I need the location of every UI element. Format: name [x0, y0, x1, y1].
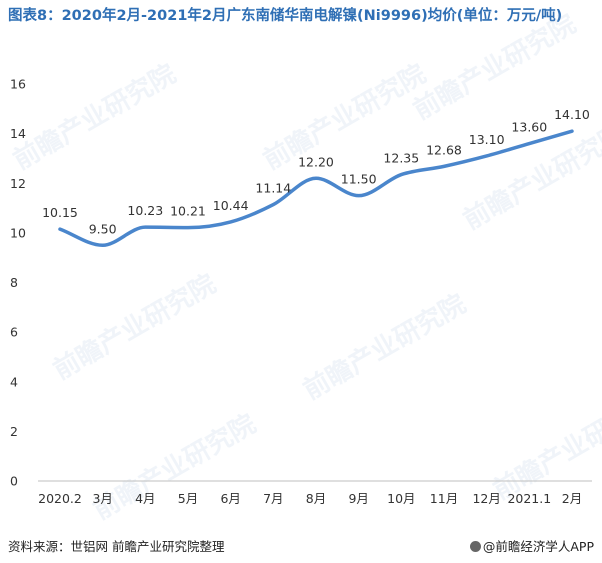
data-label: 13.10 [469, 132, 505, 147]
y-axis: 0 2 4 6 8 10 12 14 16 [10, 77, 26, 489]
watermark: 前瞻产业研究院 [488, 388, 602, 506]
data-label: 14.10 [554, 107, 590, 122]
x-tick-label: 9月 [348, 491, 368, 506]
footer: 资料来源：世铝网 前瞻产业研究院整理 @前瞻经济学人APP [0, 528, 602, 556]
data-label: 11.50 [341, 172, 377, 187]
data-label: 13.60 [511, 120, 547, 135]
y-tick-label: 6 [10, 325, 18, 340]
y-tick-label: 2 [10, 424, 18, 439]
y-tick-label: 8 [10, 275, 18, 290]
x-tick-label: 2021.1 [507, 491, 551, 506]
brand-text: @前瞻经济学人APP [469, 536, 594, 555]
data-label: 12.35 [383, 151, 419, 166]
x-tick-label: 8月 [306, 491, 326, 506]
y-tick-label: 4 [10, 374, 18, 389]
data-label: 12.68 [426, 142, 462, 157]
x-tick-label: 2020.2 [38, 491, 82, 506]
data-label: 10.23 [127, 203, 163, 218]
data-labels: 10.15 9.50 10.23 10.21 10.44 11.14 12.20 11.50 1… [42, 107, 590, 236]
x-tick-label: 5月 [178, 491, 198, 506]
y-tick-label: 14 [10, 126, 26, 141]
x-tick-label: 2月 [562, 491, 582, 506]
y-tick-label: 0 [10, 474, 18, 489]
data-label: 12.20 [298, 154, 334, 169]
x-tick-label: 7月 [263, 491, 283, 506]
chart-title: 图表8：2020年2月-2021年2月广东南储华南电解镍(Ni9996)均价(单… [8, 8, 563, 24]
x-tick-label: 4月 [135, 491, 155, 506]
data-label: 10.21 [170, 204, 206, 219]
y-tick-label: 12 [10, 176, 26, 191]
y-tick-label: 16 [10, 77, 26, 92]
data-label: 10.44 [213, 198, 249, 213]
watermark: 前瞻产业研究院 [88, 408, 261, 526]
data-label: 10.15 [42, 205, 78, 220]
x-tick-label: 6月 [220, 491, 240, 506]
y-tick-label: 10 [10, 225, 26, 240]
watermark: 前瞻产业研究院 [298, 288, 471, 406]
x-axis: 2020.2 3月 4月 5月 6月 7月 8月 9月 10月 11月 12月 2021.1 2月 [38, 491, 582, 506]
watermark: 前瞻产业研究院 [48, 268, 221, 386]
x-tick-label: 11月 [430, 491, 458, 506]
series-line [58, 129, 574, 248]
data-label: 9.50 [89, 221, 117, 236]
x-tick-label: 10月 [387, 491, 415, 506]
x-tick-label: 12月 [472, 491, 500, 506]
source-text: 资料来源：世铝网 前瞻产业研究院整理 [8, 539, 225, 554]
brand-logo-icon [469, 541, 481, 552]
x-tick-label: 3月 [92, 491, 112, 506]
data-label: 11.14 [255, 181, 291, 196]
brand-label: @前瞻经济学人APP [482, 539, 594, 554]
watermark: 前瞻产业研究院 [8, 58, 181, 176]
